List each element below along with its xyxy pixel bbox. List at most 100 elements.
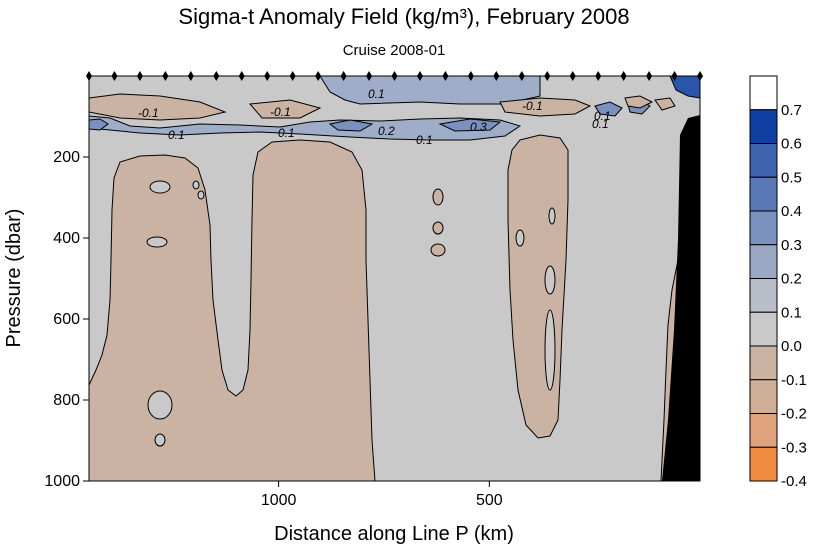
contour-label: -0.1	[522, 99, 543, 113]
contour-label: 0.1	[368, 87, 385, 101]
plot-area	[89, 76, 700, 481]
negative-lens-3	[499, 97, 592, 117]
colorbar-label: 0.3	[781, 237, 802, 254]
station-marker	[671, 71, 678, 81]
eddy-9	[548, 207, 556, 225]
colorbar-label: -0.2	[781, 406, 807, 423]
y-tick-label: 400	[53, 230, 80, 247]
contour-label: 0.1	[278, 126, 295, 140]
contour-label: 0.1	[168, 128, 185, 142]
eddy-11	[544, 309, 556, 391]
station-marker	[391, 71, 398, 81]
eddy-7	[430, 243, 446, 257]
station-marker	[187, 71, 194, 81]
station-marker	[162, 71, 169, 81]
station-marker	[315, 71, 322, 81]
station-marker	[86, 71, 92, 81]
eddy-13	[197, 190, 205, 200]
contour-label: 0.1	[592, 117, 609, 131]
x-tick-label: 500	[476, 492, 503, 509]
eddy-6	[432, 221, 444, 235]
positive-core-5	[89, 118, 109, 131]
station-marker	[620, 71, 627, 81]
station-marker	[416, 71, 423, 81]
eddy-3	[147, 390, 173, 420]
colorbar-swatch	[749, 413, 778, 448]
chart-subtitle: Cruise 2008-01	[343, 42, 446, 59]
positive-core-3	[594, 101, 623, 117]
y-tick-label: 600	[53, 311, 80, 328]
colorbar-swatch	[749, 210, 778, 246]
chart-title: Sigma-t Anomaly Field (kg/m³), February …	[178, 4, 629, 29]
y-tick-label: 800	[53, 392, 80, 409]
colorbar-swatch	[749, 345, 778, 381]
eddy-8	[515, 229, 525, 247]
station-marker	[340, 71, 347, 81]
x-axis-title: Distance along Line P (km)	[274, 523, 514, 545]
eddy-1	[149, 180, 171, 194]
bathymetry	[662, 115, 700, 481]
positive-core-1	[328, 119, 374, 132]
contour-label: 0.1	[594, 109, 611, 123]
colorbar-swatch	[749, 244, 778, 279]
colorbar-label: -0.3	[781, 439, 807, 456]
eddy-10	[544, 265, 556, 295]
station-marker	[595, 71, 602, 81]
station-marker	[111, 71, 118, 81]
station-marker	[544, 71, 551, 81]
colorbar-label: 0.5	[781, 169, 802, 186]
colorbar: 0.7 0.6 0.5 0.4 0.3 0.2 0.1 0.0 -0.1 -0.2 -0.3 -0.4	[749, 75, 807, 490]
colorbar-label: 0.2	[781, 271, 802, 288]
colorbar-label: 0.1	[781, 304, 802, 321]
y-tick-label: 200	[53, 149, 80, 166]
y-axis: 200 400 600 800 1000	[44, 149, 89, 490]
y-tick-label: 1000	[44, 473, 80, 490]
eddy-5	[432, 188, 444, 206]
station-marker	[442, 71, 449, 81]
station-marker	[213, 71, 220, 81]
station-marker	[697, 71, 703, 81]
contour-label: -0.1	[138, 106, 159, 120]
station-marker	[289, 71, 296, 81]
station-marker	[646, 71, 653, 81]
colorbar-label: 0.0	[781, 338, 802, 355]
colorbar-swatch	[749, 75, 778, 111]
negative-lens-1	[89, 93, 227, 121]
station-marker	[493, 71, 500, 81]
eddy-12	[192, 180, 200, 190]
negative-lens-4	[624, 95, 654, 109]
station-marker	[467, 71, 474, 81]
contour-label: 0.3	[470, 120, 487, 134]
colorbar-label: 0.6	[781, 136, 802, 153]
station-markers	[86, 71, 703, 81]
colorbar-swatch	[749, 109, 778, 144]
station-marker	[569, 71, 576, 81]
negative-lens-2	[248, 99, 322, 119]
station-marker	[366, 71, 373, 81]
colorbar-swatch	[749, 446, 778, 482]
colorbar-label: 0.4	[781, 203, 802, 220]
colorbar-swatch	[749, 379, 778, 414]
station-marker	[136, 71, 143, 81]
positive-band-main	[89, 115, 522, 141]
x-axis: 1000 500	[261, 481, 503, 509]
contour-labels: -0.1 0.1 -0.1 0.1 0.2 0.1 0.3 0.1 -0.1 0…	[138, 87, 611, 147]
colorbar-label: -0.4	[781, 473, 807, 490]
y-axis-title: Pressure (dbar)	[3, 209, 25, 348]
colorbar-label: 0.7	[781, 102, 802, 119]
colorbar-swatch	[749, 176, 778, 212]
colorbar-swatch	[749, 311, 778, 347]
eddy-4	[154, 433, 166, 447]
negative-lens-5	[654, 97, 676, 111]
colorbar-swatch	[749, 278, 778, 313]
station-marker	[238, 71, 245, 81]
positive-core-2	[438, 118, 502, 132]
contour-label: 0.1	[416, 133, 433, 147]
positive-core-east	[669, 76, 700, 99]
colorbar-swatch	[749, 143, 778, 178]
station-marker	[518, 71, 525, 81]
colorbar-label: -0.1	[781, 372, 807, 389]
eddy-2	[146, 236, 168, 248]
contour-label: -0.1	[270, 105, 291, 119]
